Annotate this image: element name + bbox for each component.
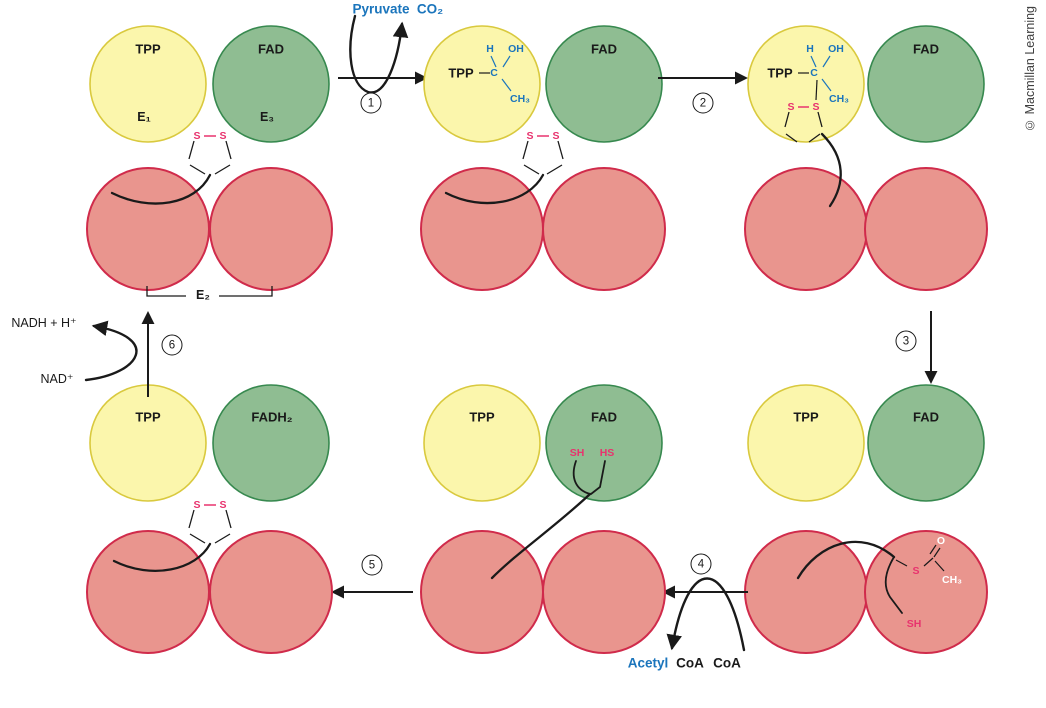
coa-label-1: CoA [676,655,704,671]
group-e-circles [420,384,666,654]
e2-circle-b-left [420,167,544,291]
co2-label: CO₂ [416,1,444,17]
fad-circle-d [867,384,985,502]
oxygen-label-d: O [936,534,946,547]
nadh-label: NADH + H⁺ [11,315,77,330]
e3-label: E₃ [259,109,275,124]
e1-label: E₁ [137,109,151,124]
e2-circle-f-left [86,530,210,654]
methyl-label-b: CH₃ [509,92,531,105]
sulfur-label-c2: S [812,100,820,113]
lipoamide-arm-d [796,540,896,580]
step-2-badge: 2 [692,92,714,114]
fadh2-circle-f [212,384,330,502]
dithiolane-ring-f [188,504,232,544]
methyl-label-c: CH₃ [828,92,850,105]
step-6-badge: 6 [161,334,183,356]
tpp-label-d: TPP [793,409,819,425]
sulfur-label-c1: S [787,100,795,113]
sulfur-label-b2: S [552,129,560,142]
tpp-circle-f [89,384,207,502]
e2-circle-c-right [864,167,988,291]
group-d-circles [744,384,988,654]
thiol-label-e2: HS [599,446,615,459]
tpp-label-b: TPP [448,65,474,81]
dithiolane-ring-c [784,106,823,143]
sulfur-label-b1: S [526,129,534,142]
carbon-label-b: C [490,66,498,79]
carbon-label-c: C [810,66,818,79]
fad-label-c: FAD [913,41,939,57]
hydrogen-label-b: H [486,42,494,55]
step-4-badge: 4 [690,553,712,575]
step-5-badge: 5 [361,554,383,576]
step-1-badge: 1 [360,92,382,114]
fad-circle-c [867,25,985,143]
thiol-label-d: SH [906,617,922,630]
hydroxyethyl-bonds-b [479,55,512,92]
lipoamide-arm-a [110,173,212,205]
fad-label-d: FAD [913,409,939,425]
hydroxyl-label-b: OH [508,42,524,55]
e2-circle-f-right [209,530,333,654]
e2-circle-a-right [209,167,333,291]
e2-circle-a-left [86,167,210,291]
hydrogen-label-c: H [806,42,814,55]
fad-circle-b [545,25,663,143]
tpp-circle-c [747,25,865,143]
tpp-label-c: TPP [767,65,793,81]
tpp-label-f: TPP [135,409,161,425]
e2-circle-c-left [744,167,868,291]
credit-text: © Macmillan Learning [1023,6,1037,132]
pyruvate-label: Pyruvate [352,1,410,17]
lipoamide-arm-e [490,492,592,580]
tpp-circle-b [423,25,541,143]
reaction-curve-pyruvate-co2 [349,14,409,94]
dithiolane-ring-a [188,135,232,175]
sulfur-label-f2: S [219,498,227,511]
sulfur-label-a2: S [219,129,227,142]
group-a-circles [86,25,333,291]
lipoamide-arm-c [820,132,842,208]
fad-circle-e [545,384,663,502]
e2-bracket [146,286,273,297]
tpp-circle-d [747,384,865,502]
e2-label: E₂ [196,287,210,302]
e2-circle-e-right [542,530,666,654]
sulfur-label-a1: S [193,129,201,142]
fad-label-a: FAD [258,41,284,57]
acetyl-label: Acetyl [627,655,669,671]
acetyl-dihydrolipoamide-d [884,544,945,614]
hydroxyethyl-bonds-c [798,55,832,101]
fad-label-b: FAD [591,41,617,57]
hydroxyl-label-c: OH [828,42,844,55]
fadh2-label-f: FADH₂ [251,409,293,425]
coa-label-2: CoA [713,655,741,671]
tpp-circle-a [89,25,207,143]
e2-circle-d-left [744,530,868,654]
group-c-circles [744,25,988,291]
fad-label-e: FAD [591,409,617,425]
thiol-label-e1: SH [569,446,585,459]
nad-label: NAD⁺ [40,371,74,386]
tpp-circle-e [423,384,541,502]
fad-circle-a [212,25,330,143]
lipoamide-arm-b [444,173,545,205]
e2-circle-b-right [542,167,666,291]
step-3-badge: 3 [895,330,917,352]
reaction-curve-coa [666,577,746,652]
sulfur-label-f1: S [193,498,201,511]
e2-circle-d-right [864,530,988,654]
tpp-label-a: TPP [135,41,161,57]
sulfur-label-d: S [912,564,920,577]
methyl-label-d: CH₃ [941,573,963,586]
dihydrolipoamide-e [572,460,606,495]
reaction-curve-nad [84,320,138,382]
lipoamide-arm-f [112,542,212,572]
tpp-label-e: TPP [469,409,495,425]
dithiolane-ring-b [522,135,564,175]
group-f-circles [86,384,333,654]
